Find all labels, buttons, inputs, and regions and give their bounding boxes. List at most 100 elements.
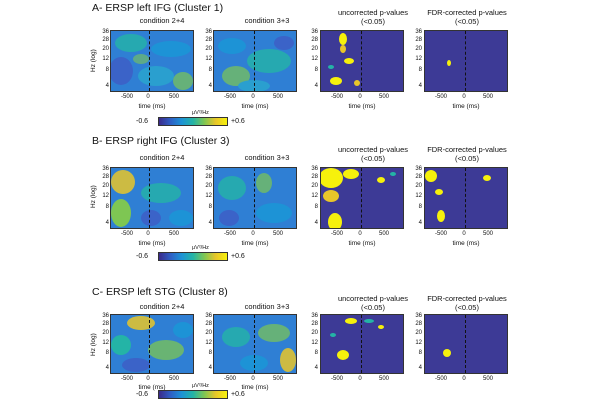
heatmap-fdr [424,167,508,229]
xtick-0: 0 [251,94,255,100]
heatmap-uncorrected [320,314,404,374]
xtick-500: 500 [168,231,179,237]
panel-b: B- ERSP right IFG (Cluster 3) condition … [0,133,600,266]
ytick-12: 12 [102,340,109,346]
heatmap-cond2-graphic [214,31,296,91]
uncorr-title-line1: uncorrected p-values [337,145,409,154]
heatmap-fdr [424,314,508,374]
ytick-4: 4 [418,365,422,371]
ytick-8: 8 [105,204,109,210]
uncorr-title: uncorrected p-values (<0.05) [318,294,428,312]
ytick-8: 8 [208,67,212,73]
xtick-500: 500 [272,231,283,237]
ytick-20: 20 [205,330,212,336]
xtick-minus500: -500 [434,94,447,100]
xtick-500: 500 [378,376,389,382]
ytick-20: 20 [102,330,109,336]
ytick-28: 28 [205,321,212,327]
ytick-12: 12 [415,193,422,199]
ytick-36: 36 [205,313,212,319]
uncorr-title: uncorrected p-values (<0.05) [318,145,428,163]
heatmap-fdr-graphic [425,315,507,373]
ytick-12: 12 [205,193,212,199]
xtick-500: 500 [378,231,389,237]
fdr-title-line2: (<0.05) [455,153,479,163]
ytick-36: 36 [102,166,109,172]
x-axis-label: time (ms) [452,240,480,247]
time-zero-line [149,168,150,228]
heatmap-cond1-graphic [111,31,193,91]
fdr-title-line1: FDR-corrected p-values [427,294,507,303]
ytick-20: 20 [205,46,212,52]
ytick-28: 28 [415,37,422,43]
xtick-minus500: -500 [223,231,236,237]
ytick-12: 12 [102,193,109,199]
ytick-4: 4 [314,365,318,371]
ytick-8: 8 [314,204,318,210]
ytick-28: 28 [311,174,318,180]
ytick-4: 4 [418,83,422,89]
ytick-20: 20 [102,46,109,52]
uncorr-title: uncorrected p-values (<0.05) [318,8,428,26]
fdr-title: FDR-corrected p-values (<0.05) [412,145,522,163]
fdr-title: FDR-corrected p-values (<0.05) [412,294,522,312]
ytick-4: 4 [105,220,109,226]
heatmap-uncorrected [320,30,404,92]
ytick-8: 8 [208,350,212,356]
heatmap-cond2 [213,30,297,92]
xtick-500: 500 [272,94,283,100]
heatmap-fdr-graphic [425,31,507,91]
xtick-500: 500 [482,376,493,382]
ytick-12: 12 [102,56,109,62]
heatmap-cond1 [110,314,194,374]
ytick-8: 8 [208,204,212,210]
fdr-title: FDR-corrected p-values (<0.05) [412,8,522,26]
xtick-0: 0 [462,231,466,237]
heatmap-uncorrected-graphic [321,315,403,373]
xtick-minus500: -500 [120,94,133,100]
heatmap-cond2 [213,167,297,229]
xtick-minus500: -500 [434,376,447,382]
xtick-minus500: -500 [330,94,343,100]
ytick-28: 28 [102,37,109,43]
xtick-0: 0 [251,231,255,237]
colorbar-unit: μV²/Hz [192,245,209,251]
xtick-0: 0 [146,231,150,237]
fdr-title-line2: (<0.05) [455,302,479,312]
ytick-28: 28 [102,321,109,327]
heatmap-fdr [424,30,508,92]
panel-b-title: B- ERSP right IFG (Cluster 3) [92,135,230,147]
colorbar-min: -0.6 [136,391,149,398]
x-axis-label: time (ms) [348,103,376,110]
xtick-minus500: -500 [223,94,236,100]
ytick-4: 4 [105,365,109,371]
ytick-28: 28 [415,321,422,327]
ytick-36: 36 [311,29,318,35]
cond1-title: condition 2+4 [139,153,185,162]
panel-c: C- ERSP left STG (Cluster 8) condition 2… [0,266,600,400]
xtick-500: 500 [168,376,179,382]
xtick-0: 0 [358,231,362,237]
ytick-28: 28 [415,174,422,180]
ytick-36: 36 [205,29,212,35]
time-zero-line [254,168,255,228]
ytick-36: 36 [311,313,318,319]
colorbar-max: +0.6 [231,253,245,260]
colorbar [158,390,228,399]
ytick-20: 20 [415,330,422,336]
cond1-title: condition 2+4 [139,16,185,25]
xtick-0: 0 [146,94,150,100]
x-axis-label: time (ms) [241,103,269,110]
ytick-4: 4 [208,220,212,226]
ytick-28: 28 [205,174,212,180]
uncorr-title-line2: (<0.05) [361,16,385,26]
xtick-500: 500 [168,94,179,100]
time-zero-line [465,315,466,373]
ytick-20: 20 [311,183,318,189]
cond2-title: condition 3+3 [244,153,290,162]
ytick-28: 28 [102,174,109,180]
heatmap-uncorrected-graphic [321,168,403,228]
x-axis-label: time (ms) [348,240,376,247]
xtick-minus500: -500 [120,376,133,382]
ytick-36: 36 [205,166,212,172]
